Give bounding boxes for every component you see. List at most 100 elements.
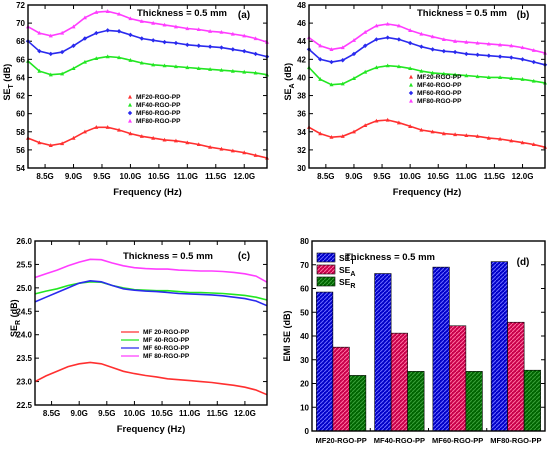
data-point bbox=[185, 26, 190, 31]
legend-label: MF20-RGO-PP bbox=[417, 74, 462, 81]
bar bbox=[374, 273, 392, 432]
data-point bbox=[105, 125, 110, 129]
data-point bbox=[396, 23, 401, 28]
y-axis-label: SER (dB) bbox=[9, 299, 22, 337]
series-line bbox=[308, 23, 546, 54]
data-point bbox=[531, 78, 536, 83]
data-point bbox=[385, 21, 390, 26]
legend-label: MF 60-RGO-PP bbox=[143, 345, 190, 352]
data-point bbox=[374, 65, 379, 70]
y-tick-label: 60 bbox=[300, 285, 309, 294]
x-category-label: MF20-RGO-PP bbox=[315, 436, 366, 445]
data-point bbox=[329, 59, 334, 65]
y-tick-label: 10 bbox=[300, 403, 309, 412]
data-point bbox=[475, 40, 480, 45]
y-tick-label: 24.5 bbox=[16, 307, 32, 316]
x-category-label: MF60-RGO-PP bbox=[432, 436, 483, 445]
y-axis-label: SET (dB) bbox=[2, 64, 15, 101]
series-line bbox=[34, 279, 268, 307]
series-line bbox=[27, 126, 268, 159]
legend-swatch bbox=[128, 94, 132, 99]
data-point bbox=[242, 150, 247, 155]
data-point bbox=[196, 66, 201, 70]
y-tick-label: 24.0 bbox=[16, 331, 32, 340]
data-point bbox=[173, 40, 179, 46]
data-point bbox=[520, 77, 525, 81]
data-point bbox=[71, 135, 76, 140]
bar bbox=[507, 321, 525, 432]
data-point bbox=[486, 41, 491, 46]
data-point bbox=[253, 36, 258, 41]
data-point bbox=[105, 28, 110, 33]
data-point bbox=[151, 20, 156, 25]
y-tick-label: 58 bbox=[16, 128, 25, 137]
data-point bbox=[151, 62, 156, 67]
data-point bbox=[374, 23, 379, 28]
y-tick-label: 72 bbox=[16, 1, 25, 10]
x-tick-label: 11.5G bbox=[207, 409, 228, 418]
data-point bbox=[48, 33, 53, 38]
panel-letter: (a) bbox=[238, 10, 250, 21]
data-point bbox=[475, 74, 480, 79]
data-point bbox=[340, 81, 345, 86]
x-category-label: MF40-RGO-PP bbox=[374, 436, 425, 445]
data-point bbox=[82, 59, 87, 64]
y-tick-label: 20 bbox=[300, 380, 309, 389]
data-point bbox=[453, 72, 458, 77]
data-point bbox=[475, 52, 480, 58]
data-point bbox=[242, 33, 247, 38]
bar bbox=[490, 261, 508, 432]
data-point bbox=[150, 38, 156, 43]
bar bbox=[407, 371, 425, 432]
y-tick-label: 70 bbox=[300, 261, 309, 270]
data-point bbox=[219, 68, 224, 72]
y-tick-label: 25.0 bbox=[16, 284, 32, 293]
x-tick-label: 10.5G bbox=[427, 172, 449, 181]
x-axis-label: Frequency (Hz) bbox=[113, 187, 182, 198]
data-point bbox=[48, 72, 53, 77]
series-line bbox=[34, 361, 268, 396]
y-tick-label: 66 bbox=[16, 55, 25, 64]
x-tick-label: 9.0G bbox=[345, 172, 362, 181]
legend-label: SEA bbox=[339, 265, 355, 278]
y-tick-label: 32 bbox=[297, 146, 306, 155]
data-point bbox=[173, 138, 178, 143]
data-point bbox=[173, 64, 178, 69]
data-point bbox=[430, 34, 435, 39]
data-point bbox=[37, 140, 42, 145]
y-tick-label: 46 bbox=[297, 19, 306, 28]
data-point bbox=[486, 53, 492, 58]
data-point bbox=[318, 43, 323, 48]
data-point bbox=[486, 135, 491, 140]
panel-letter: (b) bbox=[517, 10, 530, 21]
data-point bbox=[351, 51, 357, 57]
data-point bbox=[531, 142, 536, 147]
data-point bbox=[37, 68, 42, 73]
y-tick-label: 34 bbox=[297, 128, 306, 137]
data-point bbox=[385, 35, 390, 40]
legend-label: MF80-RGO-PP bbox=[136, 118, 181, 125]
legend-label: MF80-RGO-PP bbox=[417, 98, 462, 105]
series-line bbox=[308, 36, 546, 66]
data-point bbox=[453, 132, 458, 137]
panel-c: 22.5 23.0 23.5 24.0 24.5 25.0 25.5 26.0 8.5G 9.0G… bbox=[9, 237, 268, 435]
x-tick-label: 11.0G bbox=[179, 409, 200, 418]
data-point bbox=[318, 77, 323, 81]
data-point bbox=[162, 137, 167, 142]
panels-root: 54 56 58 60 62 64 66 68 70 72 8.5G 9.0G 9.5G 10.0G 10.… bbox=[2, 1, 548, 445]
data-point bbox=[441, 71, 446, 76]
legend-swatch bbox=[316, 264, 336, 275]
legend-swatch bbox=[409, 82, 413, 87]
x-tick-label: 11.5G bbox=[484, 172, 505, 181]
data-point bbox=[196, 142, 201, 147]
data-point bbox=[430, 47, 435, 52]
data-point bbox=[486, 75, 491, 80]
series-line bbox=[34, 280, 268, 301]
data-point bbox=[48, 51, 53, 57]
data-point bbox=[497, 54, 503, 59]
data-point bbox=[520, 57, 525, 62]
x-tick-label: 8.5G bbox=[43, 409, 60, 418]
legend-swatch bbox=[408, 90, 414, 96]
data-point bbox=[318, 131, 323, 136]
data-point bbox=[441, 48, 447, 54]
